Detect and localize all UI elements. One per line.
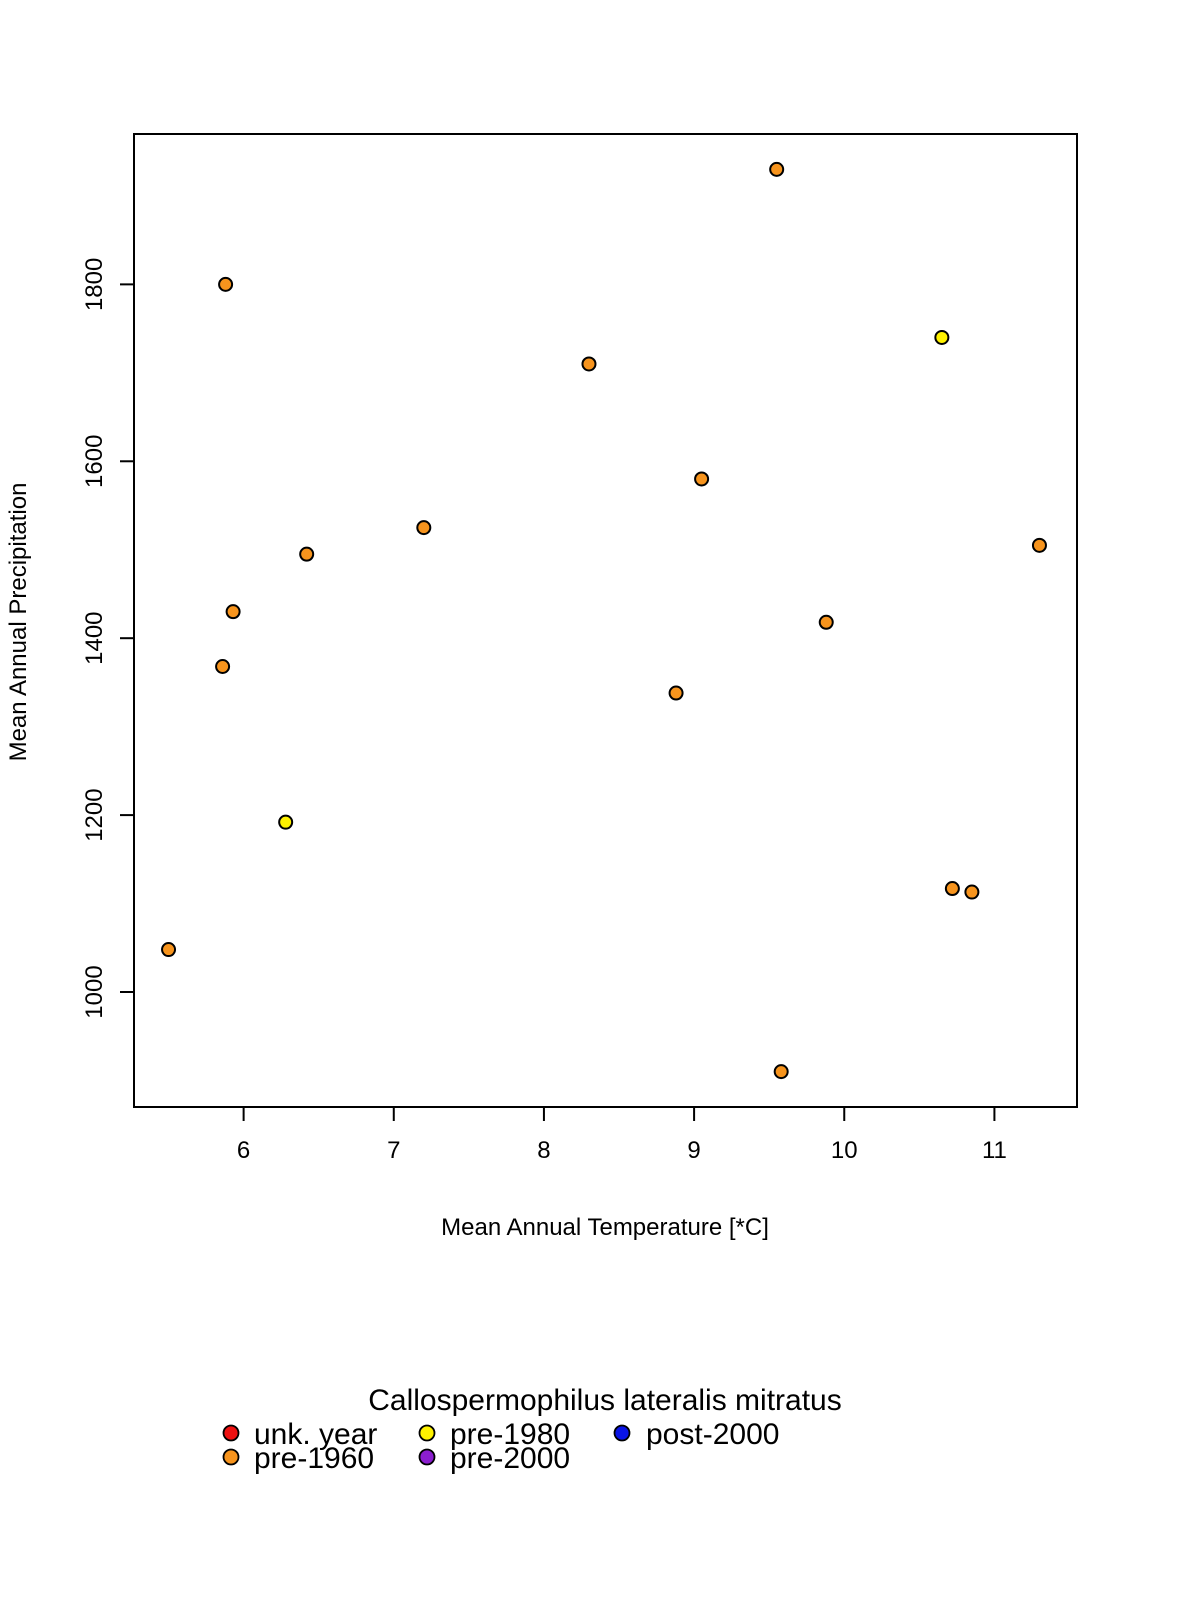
x-tick-label: 8 bbox=[537, 1137, 550, 1164]
y-tick-label: 1200 bbox=[81, 788, 108, 841]
x-tick-label: 6 bbox=[237, 1137, 250, 1164]
x-tick-label: 10 bbox=[831, 1137, 858, 1164]
data-point bbox=[769, 161, 785, 177]
x-tick-label: 11 bbox=[982, 1137, 1007, 1164]
data-point bbox=[934, 329, 950, 345]
data-point bbox=[964, 884, 980, 900]
legend-label-pre-1980: pre-1980 bbox=[450, 1418, 570, 1451]
legend-title: Callospermophilus lateralis mitratus bbox=[368, 1384, 842, 1417]
y-axis: 1000 1200 1400 1600 1800 bbox=[81, 258, 135, 1019]
legend-marker-unk-year bbox=[222, 1424, 240, 1442]
x-tick-label: 9 bbox=[687, 1137, 700, 1164]
data-point bbox=[944, 881, 960, 897]
data-point bbox=[581, 356, 597, 372]
data-point bbox=[299, 546, 315, 562]
x-tick-label: 7 bbox=[387, 1137, 400, 1164]
x-axis-label: Mean Annual Temperature [*C] bbox=[441, 1214, 769, 1241]
legend-marker-pre-2000 bbox=[418, 1448, 436, 1466]
y-tick-label: 1600 bbox=[81, 435, 108, 488]
y-tick-label: 1400 bbox=[81, 611, 108, 664]
y-tick-label: 1800 bbox=[81, 258, 108, 311]
data-point bbox=[668, 685, 684, 701]
data-point bbox=[694, 471, 710, 487]
data-point bbox=[161, 942, 177, 958]
data-points bbox=[161, 161, 1047, 1080]
plot-frame bbox=[133, 133, 1078, 1108]
data-point bbox=[818, 614, 834, 630]
data-point bbox=[215, 658, 231, 674]
legend-marker-pre-1980 bbox=[418, 1424, 436, 1442]
y-tick-label: 1000 bbox=[81, 965, 108, 1018]
legend-marker-post-2000 bbox=[613, 1424, 631, 1442]
data-point bbox=[218, 276, 234, 292]
legend-label-unk-year: unk. year bbox=[254, 1418, 377, 1451]
legend-marker-pre-1960 bbox=[222, 1448, 240, 1466]
x-axis: 6 7 8 9 10 11 bbox=[237, 1106, 1007, 1164]
data-point bbox=[1031, 537, 1047, 553]
data-point bbox=[225, 604, 241, 620]
legend-label-pre-1960: pre-1960 bbox=[254, 1442, 374, 1475]
data-point bbox=[773, 1064, 789, 1080]
legend-label-pre-2000: pre-2000 bbox=[450, 1442, 570, 1475]
legend-label-post-2000: post-2000 bbox=[646, 1418, 779, 1451]
data-point bbox=[278, 814, 294, 830]
legend: Callospermophilus lateralis mitratus unk… bbox=[222, 1384, 842, 1475]
data-point bbox=[416, 520, 432, 536]
y-axis-label: Mean Annual Precipitation bbox=[5, 483, 32, 762]
